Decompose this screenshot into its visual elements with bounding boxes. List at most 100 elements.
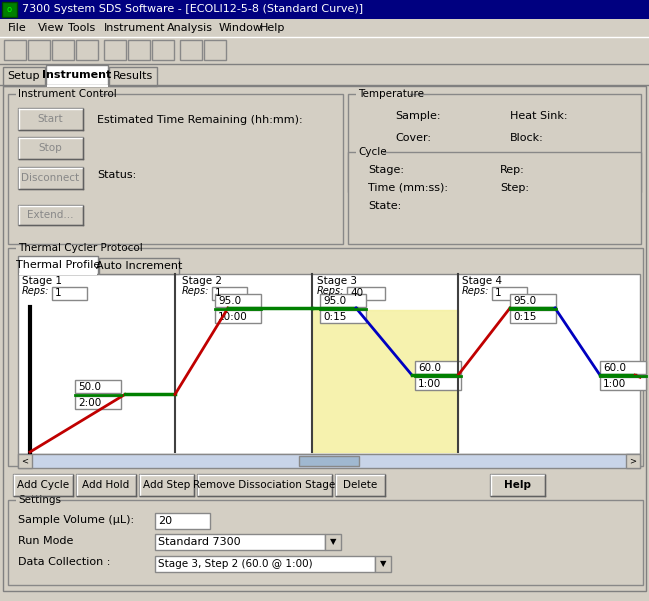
Text: 0:15: 0:15 [513,311,536,322]
Bar [348,152,641,244]
Text: Thermal Cycler Protocol: Thermal Cycler Protocol [18,243,143,253]
Text: State:: State: [368,201,401,211]
Text: Stage 2: Stage 2 [182,276,222,286]
Bar [204,40,226,60]
Bar [180,40,202,60]
Text: o: o [6,4,12,13]
Text: 1:00: 1:00 [603,379,626,389]
Bar [155,513,210,529]
Text: File: File [8,23,27,33]
Text: Instrument: Instrument [103,23,165,33]
Text: 95.0: 95.0 [323,296,346,305]
Text: 7300 System SDS Software - [ECOLI12-5-8 (Standard Curve)]: 7300 System SDS Software - [ECOLI12-5-8 … [22,4,363,14]
Text: Reps:: Reps: [317,286,345,296]
Bar [626,454,640,468]
Text: 1: 1 [215,288,221,299]
Text: 0:15: 0:15 [323,311,347,322]
Text: Time (mm:ss):: Time (mm:ss): [368,183,448,193]
Text: 10:00: 10:00 [218,311,248,322]
Text: Sample:: Sample: [395,111,441,121]
Text: Cycle: Cycle [358,147,387,157]
Bar [4,40,26,60]
Bar [510,294,556,307]
Bar [600,361,646,374]
Text: Rep:: Rep: [500,165,525,175]
Text: Run Mode: Run Mode [18,536,73,546]
Bar [18,256,98,274]
Text: 1: 1 [495,288,502,299]
Bar [18,205,83,225]
Text: Block:: Block: [510,133,544,143]
Bar [52,287,87,300]
Bar [18,108,83,130]
Text: Help: Help [504,480,531,490]
Bar [490,474,545,496]
Text: Auto Increment: Auto Increment [96,261,182,271]
Text: Stage 4: Stage 4 [462,276,502,286]
Text: 50.0: 50.0 [78,382,101,392]
Text: Results: Results [113,71,153,81]
Bar [320,310,366,323]
Bar [348,94,641,192]
Bar [0,64,649,86]
Bar [0,0,649,19]
Text: Data Collection :: Data Collection : [18,557,110,567]
Bar [3,67,45,86]
Bar [76,40,98,60]
Text: Step:: Step: [500,183,529,193]
Bar [16,499,56,502]
Text: Cover:: Cover: [395,133,431,143]
Text: ▼: ▼ [330,537,336,546]
Bar [299,456,359,466]
Bar [415,377,461,390]
Bar [325,534,341,550]
Bar [18,137,83,159]
Text: 2:00: 2:00 [78,398,101,408]
Bar [47,85,108,87]
Bar [155,556,375,572]
Text: >: > [630,457,637,466]
Text: Thermal Profile: Thermal Profile [16,260,100,270]
Bar [46,65,108,86]
Text: Delete: Delete [343,480,377,490]
Text: 1:00: 1:00 [418,379,441,389]
Bar [312,310,458,452]
Bar [104,40,126,60]
Bar [18,274,640,454]
Bar [109,67,157,86]
Text: Remove Dissociation Stage: Remove Dissociation Stage [193,480,336,490]
Bar [2,2,17,17]
Text: Settings: Settings [18,495,61,505]
Bar [75,380,121,394]
Bar [320,294,366,307]
Text: Setup: Setup [8,71,40,81]
Text: Stage 3, Step 2 (60.0 @ 1:00): Stage 3, Step 2 (60.0 @ 1:00) [158,559,313,569]
Bar [3,86,646,591]
Text: Status:: Status: [97,170,136,180]
Text: Help: Help [260,23,285,33]
Bar [510,310,556,323]
Bar [16,93,101,96]
Text: 1: 1 [55,288,62,299]
Text: Stage:: Stage: [368,165,404,175]
Bar [8,500,643,585]
Bar [492,287,527,300]
Bar [19,273,97,275]
Text: Reps:: Reps: [182,286,210,296]
Bar [13,474,73,496]
Text: Start: Start [38,114,64,124]
Text: Instrument Control: Instrument Control [18,89,117,99]
Bar [0,19,649,37]
Text: Standard 7300: Standard 7300 [158,537,241,547]
Text: ▼: ▼ [380,560,386,569]
Text: 60.0: 60.0 [603,362,626,373]
Text: Analysis: Analysis [167,23,212,33]
Text: View: View [38,23,64,33]
Bar [99,258,179,274]
Text: Stage 1: Stage 1 [22,276,62,286]
Bar [8,94,343,244]
Text: Window: Window [219,23,262,33]
Text: Stage 3: Stage 3 [317,276,357,286]
Bar [152,40,174,60]
Bar [356,93,410,96]
